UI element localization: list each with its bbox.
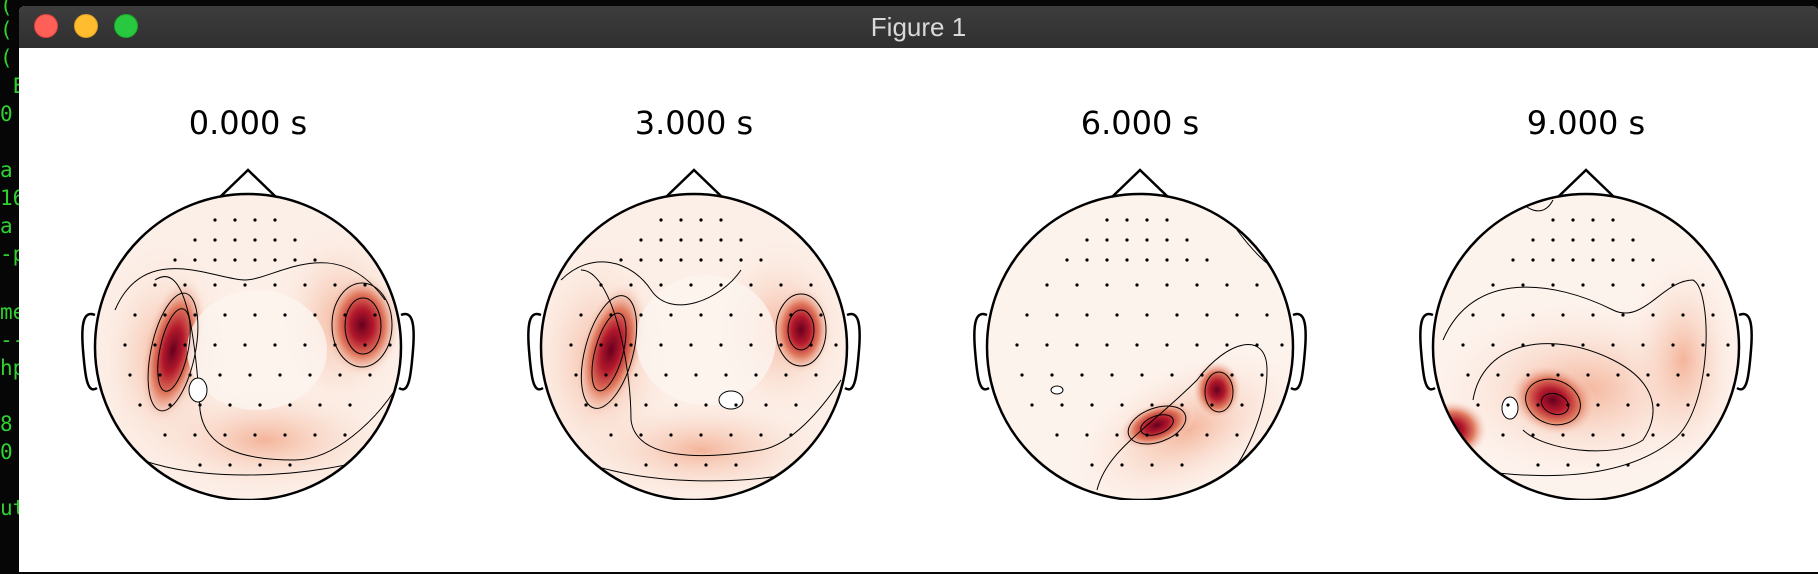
terminal-line: 8 bbox=[0, 412, 13, 436]
head-outline bbox=[81, 168, 415, 500]
topomap-field bbox=[541, 194, 847, 500]
topomap-title-2: 6.000 s bbox=[1080, 104, 1200, 142]
terminal-line: 0 bbox=[0, 440, 13, 464]
head-outline bbox=[1419, 168, 1753, 500]
terminal-line: ( bbox=[0, 0, 13, 18]
topomap-1 bbox=[527, 168, 861, 500]
close-button[interactable] bbox=[34, 14, 58, 38]
topomap-field bbox=[95, 194, 401, 500]
terminal-line: ( bbox=[0, 46, 13, 70]
terminal-line: 0 bbox=[0, 102, 13, 126]
topomap-3 bbox=[1419, 168, 1753, 500]
topomap-title-1: 3.000 s bbox=[634, 104, 754, 142]
topomap-2 bbox=[973, 168, 1307, 500]
sensor-dots bbox=[123, 218, 392, 467]
figure-window: Figure 1 0.000 s 3.000 s 6.000 s 9.000 s bbox=[19, 6, 1818, 572]
head-outline bbox=[527, 168, 861, 500]
head-outline bbox=[973, 168, 1307, 500]
topomap-field bbox=[1433, 194, 1739, 500]
terminal-line: ( bbox=[0, 18, 13, 42]
terminal-line: a bbox=[0, 158, 13, 182]
topomap-title-3: 9.000 s bbox=[1526, 104, 1646, 142]
maximize-button[interactable] bbox=[114, 14, 138, 38]
topomap-0 bbox=[81, 168, 415, 500]
sensor-dots bbox=[569, 218, 838, 467]
window-titlebar[interactable]: Figure 1 bbox=[19, 6, 1818, 49]
figure-canvas: 0.000 s 3.000 s 6.000 s 9.000 s bbox=[19, 48, 1818, 572]
minimize-button[interactable] bbox=[74, 14, 98, 38]
sensor-dots bbox=[1015, 218, 1284, 467]
topomap-field bbox=[987, 194, 1293, 500]
window-title: Figure 1 bbox=[870, 12, 967, 42]
sensor-dots bbox=[1461, 218, 1730, 467]
terminal-line: a bbox=[0, 214, 13, 238]
topomap-title-0: 0.000 s bbox=[188, 104, 308, 142]
